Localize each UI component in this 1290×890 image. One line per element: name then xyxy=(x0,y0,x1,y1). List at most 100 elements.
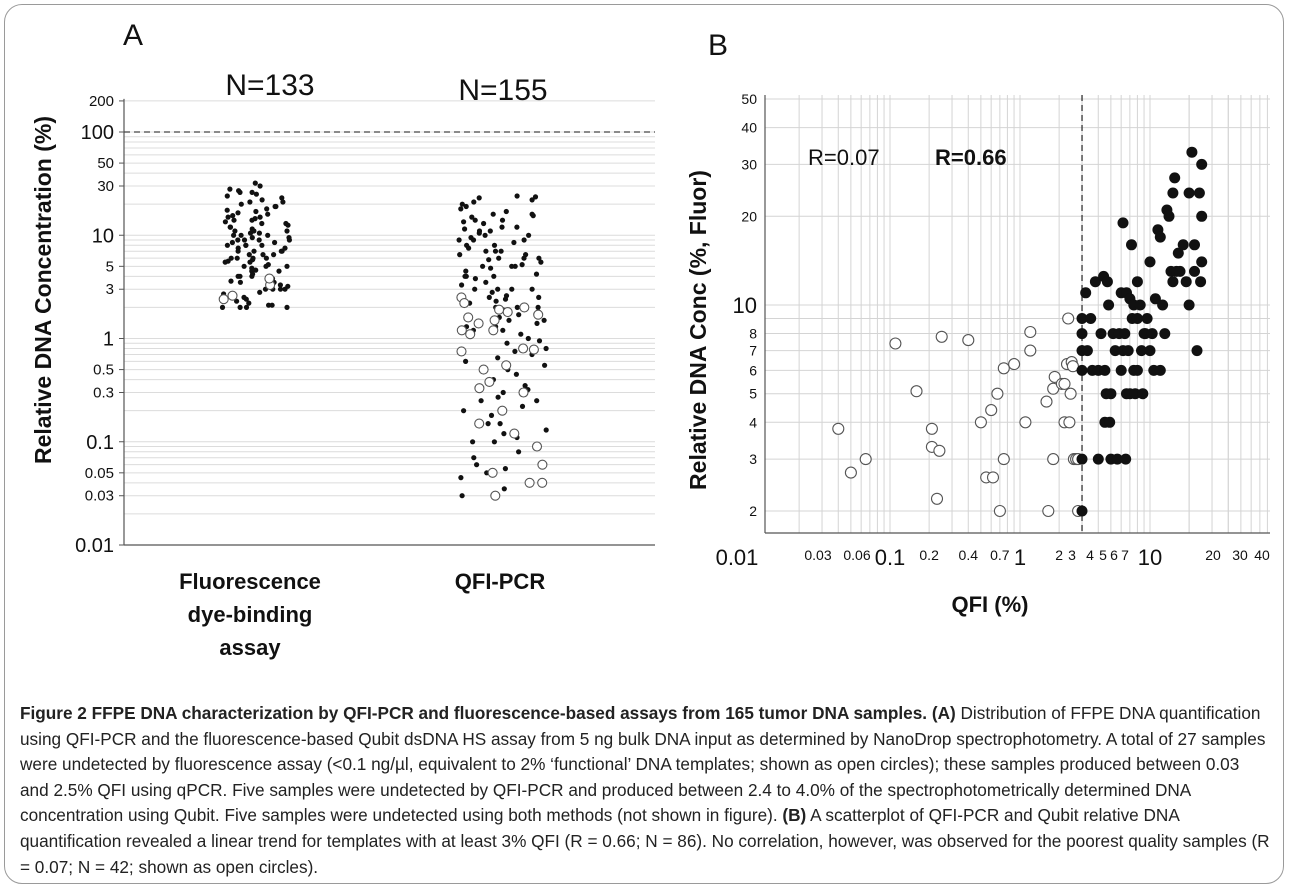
y-tick-label-b: 8 xyxy=(749,326,757,342)
caption-b-text: A scatterplot of QFI-PCR and Qubit relat… xyxy=(20,805,1270,877)
data-point-filled xyxy=(219,304,226,310)
data-point-open xyxy=(1019,416,1032,429)
data-point-filled xyxy=(256,237,262,243)
data-point-filled xyxy=(512,348,518,354)
caption-b-label: (B) xyxy=(782,805,807,826)
data-point-filled xyxy=(231,232,237,238)
data-point-open xyxy=(518,387,529,398)
data-point-open xyxy=(463,312,474,323)
data-point-filled xyxy=(260,252,266,258)
data-point-filled xyxy=(1196,256,1208,268)
data-point-filled xyxy=(1120,453,1132,465)
data-point-filled xyxy=(1131,364,1143,376)
data-point-filled xyxy=(459,493,465,499)
data-point-open xyxy=(474,383,485,394)
data-point-filled xyxy=(1111,453,1123,465)
data-point-filled xyxy=(286,237,292,243)
data-point-filled xyxy=(486,294,492,300)
data-point-filled xyxy=(483,248,489,254)
data-point-filled xyxy=(478,398,484,404)
data-point-open xyxy=(997,453,1010,466)
data-point-filled xyxy=(522,383,528,389)
data-point-open xyxy=(1063,416,1076,429)
data-point-filled xyxy=(243,296,249,302)
data-point-filled xyxy=(536,255,542,261)
panel-b: B Relative DNA Conc (%, Fluor) QFI (%) 2… xyxy=(685,29,1270,617)
data-point-filled xyxy=(490,211,496,217)
data-point-open xyxy=(991,387,1004,400)
data-point-filled xyxy=(1076,453,1088,465)
data-point-filled xyxy=(488,412,495,418)
data-point-filled xyxy=(282,286,288,292)
data-point-open xyxy=(528,344,539,355)
data-point-filled xyxy=(1163,210,1175,222)
data-point-filled xyxy=(285,222,291,228)
data-point-filled xyxy=(222,259,228,265)
data-point-filled xyxy=(514,304,520,310)
data-point-filled xyxy=(534,320,540,326)
data-point-filled xyxy=(1115,364,1127,376)
y-tick-label: 10 xyxy=(92,225,114,247)
data-point-filled xyxy=(257,289,263,295)
data-point-filled xyxy=(501,431,507,437)
data-point-filled xyxy=(249,217,255,223)
x-tick-label-b: 1 xyxy=(1014,545,1026,570)
data-point-filled xyxy=(1092,453,1104,465)
data-point-filled xyxy=(513,371,520,377)
data-point-open xyxy=(456,346,467,357)
x-tick-label-b: 3 xyxy=(1068,547,1076,563)
data-point-filled xyxy=(257,214,263,220)
data-point-open xyxy=(985,404,998,417)
x-tick-label-b: 0.2 xyxy=(919,547,939,563)
data-point-filled xyxy=(277,286,284,292)
data-point-filled xyxy=(459,282,465,288)
data-point-filled xyxy=(284,263,290,269)
caption-a-text: Distribution of FFPE DNA quantification … xyxy=(20,703,1266,826)
category-label-fluorescence-3: assay xyxy=(219,635,281,660)
data-point-filled xyxy=(225,214,231,220)
data-point-filled xyxy=(534,398,540,404)
data-point-filled xyxy=(278,248,284,254)
data-point-filled xyxy=(538,259,544,265)
data-point-filled xyxy=(265,211,271,217)
data-point-filled xyxy=(461,219,467,225)
data-point-filled xyxy=(243,304,250,310)
data-point-filled xyxy=(529,197,535,203)
data-point-filled xyxy=(1183,187,1195,199)
data-point-filled xyxy=(253,267,259,273)
data-point-filled xyxy=(229,239,235,246)
data-point-filled xyxy=(1105,388,1117,400)
data-point-filled xyxy=(1080,287,1092,299)
data-point-filled xyxy=(253,191,259,197)
caption-title: Figure 2 FFPE DNA characterization by QF… xyxy=(20,703,928,723)
data-point-filled xyxy=(474,462,480,468)
data-point-filled xyxy=(466,245,472,251)
data-point-filled xyxy=(486,257,492,263)
data-point-open xyxy=(935,330,948,343)
data-point-filled xyxy=(495,394,501,400)
x-tick-label-b: 0.06 xyxy=(843,547,870,563)
data-point-open xyxy=(264,273,275,284)
data-point-open xyxy=(473,318,484,329)
data-point-filled xyxy=(1081,345,1093,357)
data-point-open xyxy=(519,302,530,313)
data-point-filled xyxy=(516,449,522,455)
data-point-filled xyxy=(1189,265,1200,277)
data-point-open xyxy=(1064,387,1077,400)
data-point-filled xyxy=(259,220,265,227)
panel-a: A N=133 N=155 Relative DNA Concentration… xyxy=(30,19,655,660)
data-point-filled xyxy=(472,217,478,223)
data-point-filled xyxy=(485,421,491,427)
x-tick-label-b: 4 xyxy=(1086,547,1094,563)
y-tick-label-b: 10 xyxy=(733,293,757,318)
data-point-filled xyxy=(1154,231,1166,243)
data-point-open xyxy=(537,459,548,470)
data-point-open xyxy=(456,325,467,336)
data-point-open xyxy=(933,444,946,457)
data-point-filled xyxy=(264,206,270,212)
category-label-fluorescence-1: Fluorescence xyxy=(179,569,321,594)
data-point-filled xyxy=(533,271,540,277)
data-point-filled xyxy=(456,237,462,243)
data-point-filled xyxy=(1183,299,1195,311)
data-point-filled xyxy=(461,408,467,414)
